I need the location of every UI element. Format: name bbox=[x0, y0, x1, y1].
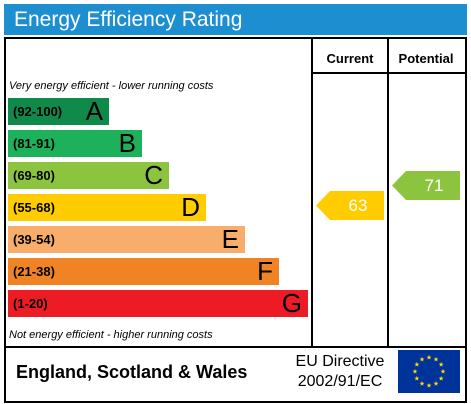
band-letter: B bbox=[118, 128, 136, 158]
band-letter: C bbox=[144, 160, 163, 190]
chart-title: Energy Efficiency Rating bbox=[14, 8, 243, 31]
band-range-label: (69-80) bbox=[13, 168, 55, 183]
band-letter: A bbox=[85, 96, 103, 126]
eu-flag-icon bbox=[398, 350, 460, 398]
band-letter: E bbox=[221, 224, 239, 254]
band-range-label: (39-54) bbox=[13, 232, 55, 247]
title-bar: Energy Efficiency Rating bbox=[4, 4, 467, 35]
potential-rating-arrow: 71 bbox=[392, 171, 460, 200]
band-letter: G bbox=[281, 288, 302, 318]
country-label: England, Scotland & Wales bbox=[16, 362, 248, 382]
top-caption: Very energy efficient - lower running co… bbox=[9, 80, 214, 92]
eu-star-icon bbox=[419, 381, 425, 386]
band-range-label: (55-68) bbox=[13, 200, 55, 215]
current-rating-arrow: 63 bbox=[316, 191, 384, 220]
rating-band-d: (55-68) D bbox=[8, 194, 206, 221]
rating-band-e: (39-54) E bbox=[8, 226, 245, 253]
rating-band-f: (21-38) F bbox=[8, 258, 279, 285]
footer-rule bbox=[4, 346, 467, 348]
eu-star-icon bbox=[433, 381, 439, 386]
rating-band-b: (81-91) B bbox=[8, 130, 142, 157]
band-range-label: (1-20) bbox=[13, 296, 48, 311]
eu-star-icon bbox=[419, 356, 425, 362]
current-arrow-shape bbox=[316, 191, 384, 220]
eu-star-icon bbox=[426, 354, 432, 360]
directive-line-2: 2002/91/EC bbox=[297, 373, 383, 390]
rating-frame bbox=[4, 37, 467, 403]
eu-star-icon bbox=[414, 361, 420, 367]
header-rule bbox=[311, 72, 465, 74]
eu-star-icon bbox=[438, 375, 444, 381]
eu-star-icon bbox=[433, 356, 439, 362]
rating-band-a: (92-100) A bbox=[8, 98, 109, 125]
eu-star-icon bbox=[414, 375, 420, 381]
rating-band-g: (1-20) G bbox=[8, 290, 308, 317]
band-letter: F bbox=[257, 256, 273, 286]
eu-star-icon bbox=[412, 368, 418, 374]
potential-column-header: Potential bbox=[398, 51, 454, 66]
band-letter: D bbox=[181, 192, 200, 222]
band-range-label: (92-100) bbox=[13, 104, 63, 119]
eu-star-icon bbox=[426, 382, 432, 388]
bottom-caption: Not energy efficient - higher running co… bbox=[9, 329, 213, 341]
rating-band-c: (69-80) C bbox=[8, 162, 169, 189]
potential-arrow-shape bbox=[392, 171, 460, 200]
current-column-header: Current bbox=[326, 51, 374, 66]
column-divider-potential bbox=[387, 37, 389, 348]
directive-line-1: EU Directive bbox=[295, 353, 385, 370]
band-range-label: (81-91) bbox=[13, 136, 55, 151]
eu-star-icon bbox=[438, 361, 444, 367]
band-range-label: (21-38) bbox=[13, 264, 55, 279]
column-divider-current bbox=[311, 37, 313, 348]
eu-star-icon bbox=[440, 368, 446, 374]
current-rating-value: 63 bbox=[348, 196, 368, 215]
potential-rating-value: 71 bbox=[424, 176, 444, 195]
